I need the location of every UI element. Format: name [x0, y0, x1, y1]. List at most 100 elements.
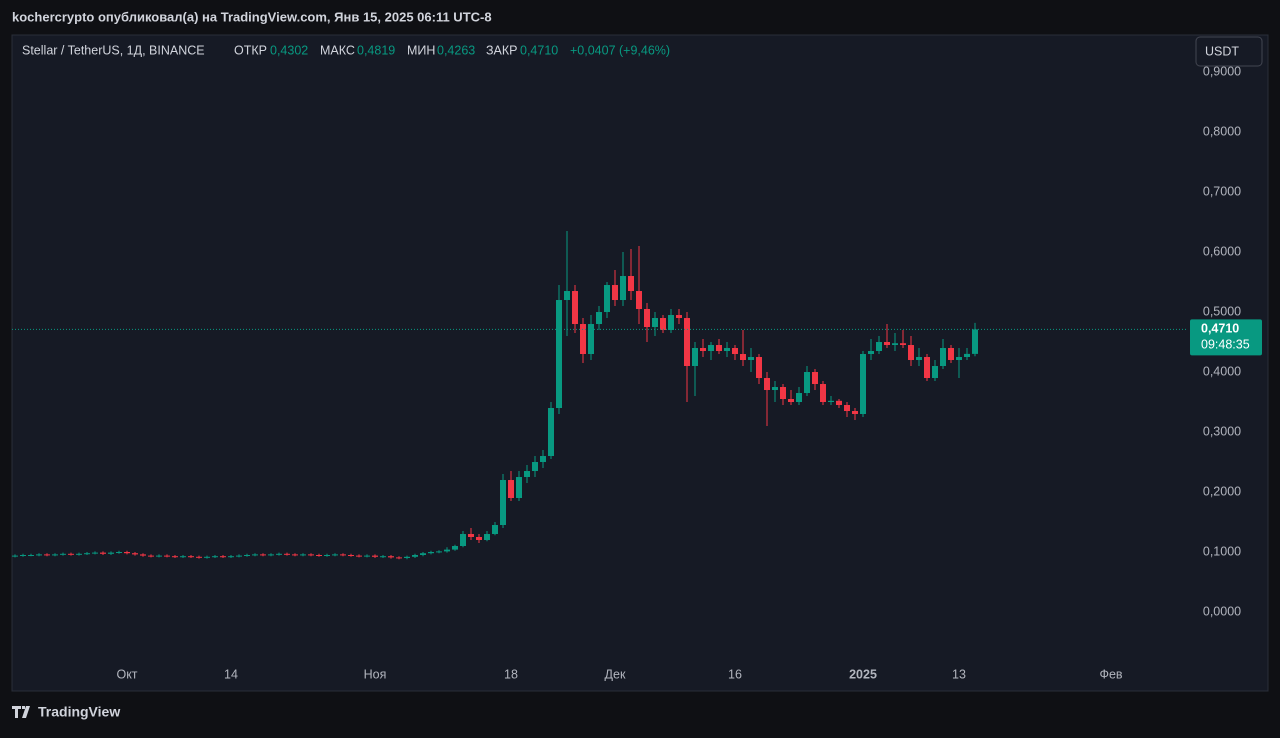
close-label: ЗАКР: [486, 43, 518, 57]
candle: [604, 282, 610, 319]
candle-body: [348, 555, 354, 557]
candle: [588, 315, 594, 361]
candle: [116, 550, 122, 554]
candle-body: [68, 553, 74, 555]
y-tick-label: 0,8000: [1203, 124, 1241, 138]
candle-body: [252, 554, 258, 556]
candle: [732, 345, 738, 361]
candle-body: [892, 343, 898, 346]
y-tick-label: 0,9000: [1203, 64, 1241, 78]
candle: [252, 553, 258, 557]
candle: [100, 551, 106, 556]
candle-body: [324, 555, 330, 557]
candle: [372, 554, 378, 559]
candle-body: [180, 556, 186, 558]
low-label: МИН: [407, 43, 435, 57]
candle: [804, 366, 810, 397]
candle-body: [540, 456, 546, 463]
candle-body: [140, 554, 146, 556]
candle: [500, 474, 506, 529]
candle-body: [612, 285, 618, 301]
candle-body: [644, 309, 650, 328]
candle: [956, 348, 962, 379]
candle-body: [36, 554, 42, 556]
candle: [908, 336, 914, 367]
candle-body: [116, 552, 122, 554]
candle: [676, 309, 682, 325]
x-tick-label: 14: [224, 667, 238, 681]
candle-body: [572, 291, 578, 325]
x-tick-label: 18: [504, 667, 518, 681]
candle-body: [788, 399, 794, 403]
candle: [700, 339, 706, 358]
candle-body: [812, 372, 818, 385]
candle: [404, 555, 410, 560]
candle: [148, 554, 154, 558]
candle-body: [548, 408, 554, 457]
candle-body: [300, 554, 306, 556]
candle: [292, 553, 298, 557]
candle: [476, 534, 482, 544]
candle: [716, 339, 722, 355]
high-value: 0,4819: [357, 43, 395, 57]
candle-body: [60, 553, 66, 555]
candle-body: [484, 534, 490, 541]
candle-body: [836, 400, 842, 406]
candle-body: [412, 555, 418, 557]
y-tick-label: 0,0000: [1203, 604, 1241, 618]
y-tick-label: 0,1000: [1203, 544, 1241, 558]
open-label: ОТКР: [234, 43, 267, 57]
candle: [68, 552, 74, 556]
currency-button[interactable]: [1195, 36, 1263, 67]
candle: [140, 553, 146, 557]
candle: [284, 552, 290, 556]
candle-body: [532, 462, 538, 472]
candle-body: [92, 552, 98, 554]
candle-body: [692, 348, 698, 367]
candle: [532, 456, 538, 478]
candle: [52, 553, 58, 557]
candle: [948, 345, 954, 364]
candle: [436, 550, 442, 554]
candle-body: [12, 555, 18, 557]
candle-body: [436, 551, 442, 553]
candle: [412, 553, 418, 559]
x-tick-label: Ноя: [364, 667, 387, 681]
candle-body: [524, 471, 530, 478]
candle-body: [876, 342, 882, 352]
high-label: МАКС: [320, 43, 355, 57]
candle: [172, 555, 178, 559]
candle-body: [284, 553, 290, 555]
candle-body: [780, 387, 786, 400]
candle-body: [316, 555, 322, 557]
candle-body: [212, 556, 218, 558]
candle: [356, 554, 362, 558]
candle: [972, 322, 978, 357]
candle: [156, 554, 162, 558]
candle-body: [132, 553, 138, 555]
candle-body: [460, 534, 466, 547]
candle-body: [404, 556, 410, 559]
candle: [468, 528, 474, 541]
candle: [780, 384, 786, 406]
candle: [268, 553, 274, 557]
candle-body: [772, 387, 778, 391]
candle: [876, 336, 882, 355]
candle: [84, 552, 90, 556]
logo-text: TradingView: [38, 704, 120, 720]
candle: [916, 348, 922, 367]
candle-body: [468, 534, 474, 538]
candle: [516, 471, 522, 502]
candle: [12, 554, 18, 558]
candle-body: [20, 555, 26, 557]
x-tick-label: Окт: [116, 667, 137, 681]
candle-body: [820, 384, 826, 403]
candle: [388, 555, 394, 559]
open-value: 0,4302: [270, 43, 308, 57]
candle-body: [260, 554, 266, 556]
countdown: 09:48:35: [1201, 338, 1250, 352]
candle: [396, 556, 402, 560]
candle-body: [716, 345, 722, 352]
candle-body: [108, 552, 114, 554]
currency-button-label[interactable]: USDT: [1205, 44, 1239, 58]
